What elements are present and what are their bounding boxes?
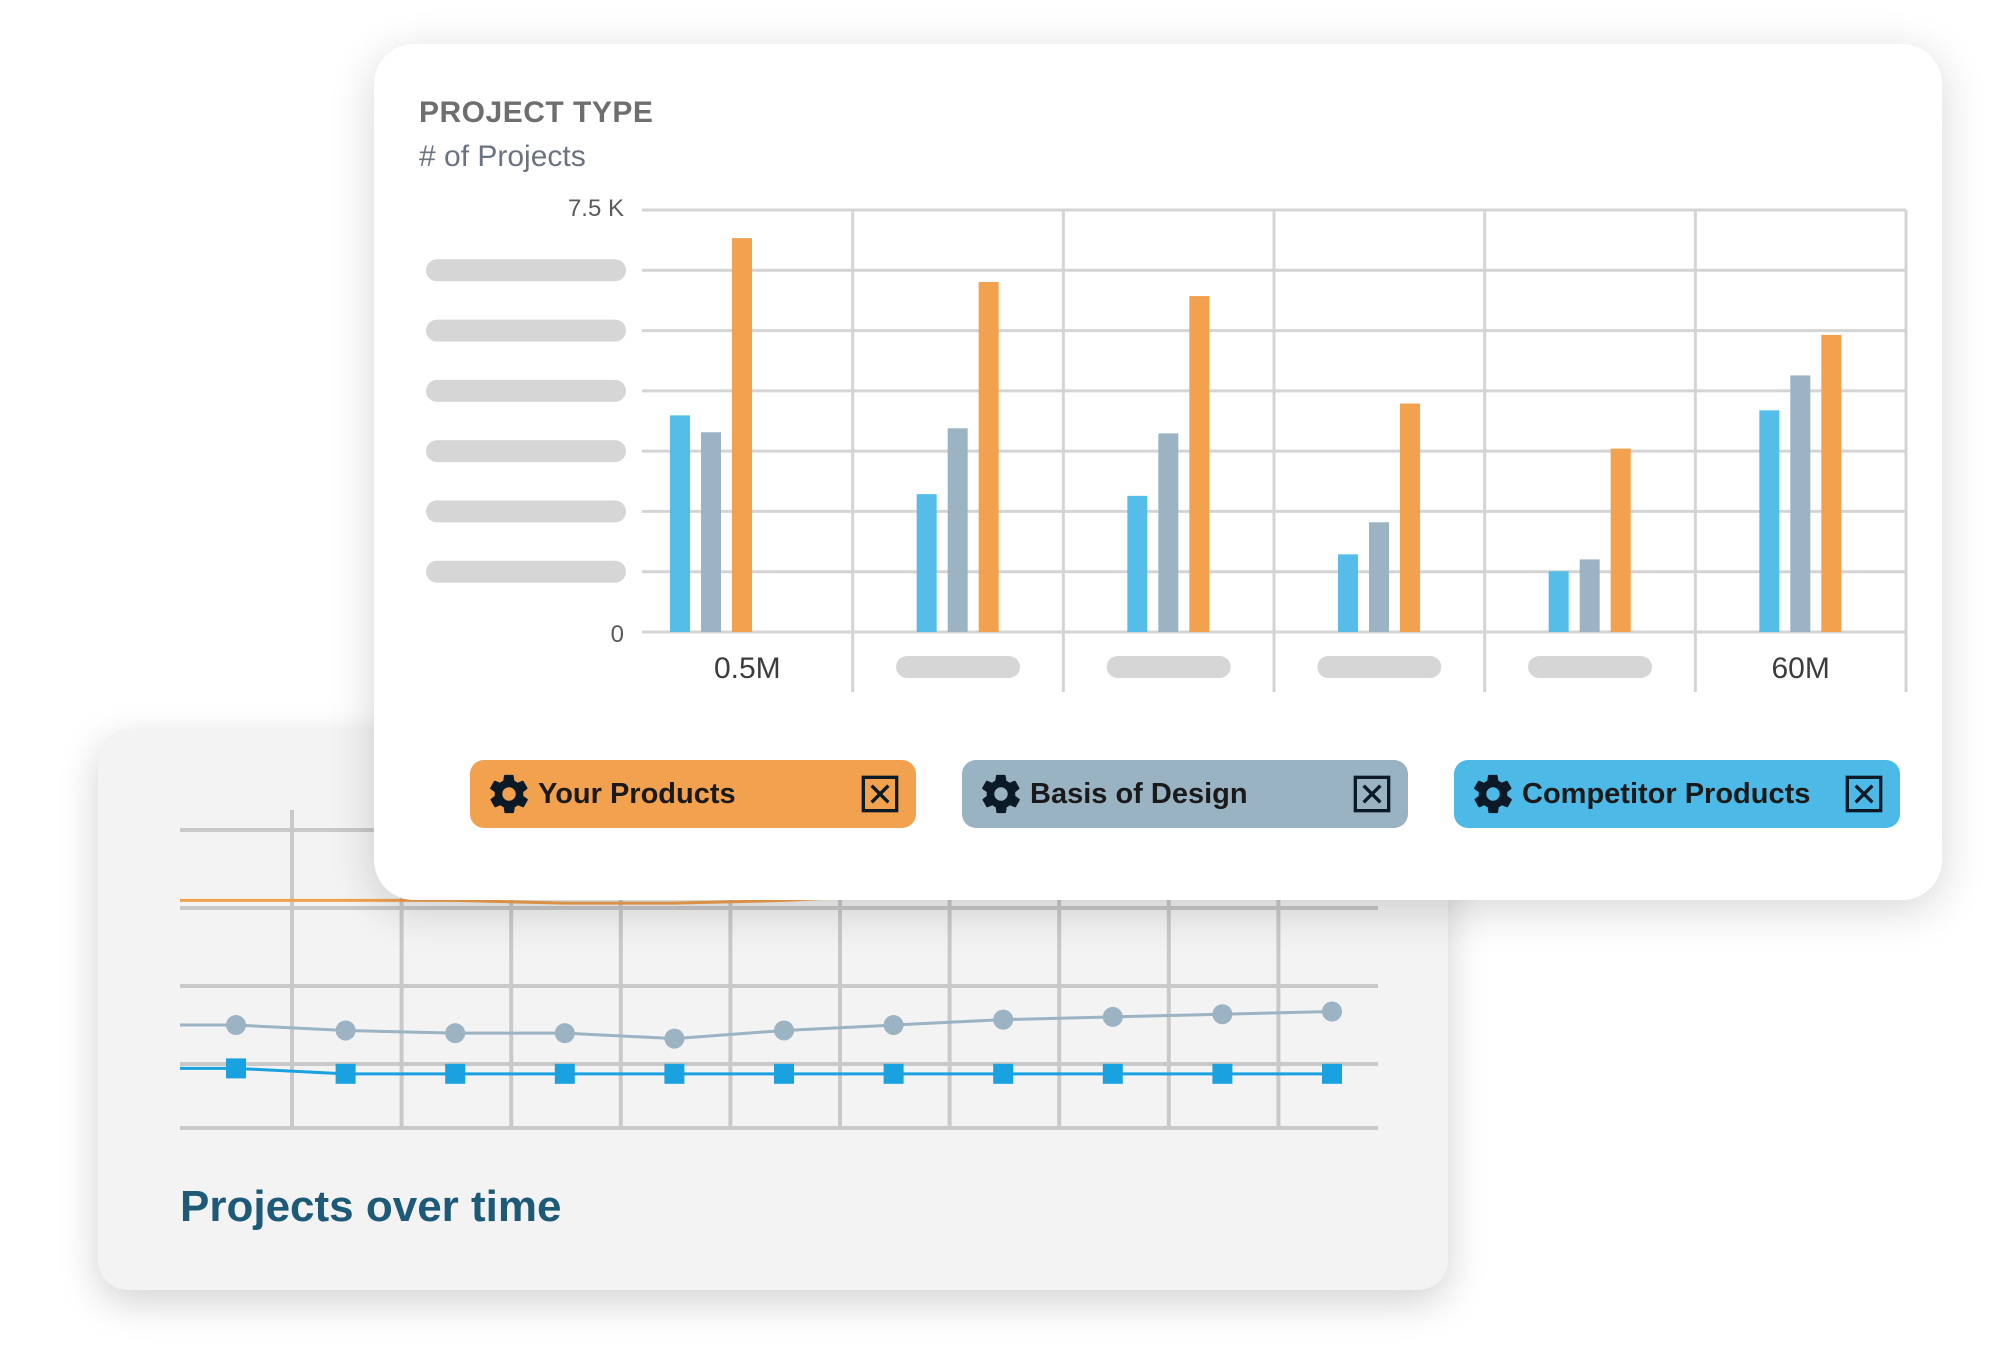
bar-your-products <box>1610 448 1631 632</box>
x-tick-label-placeholder <box>1317 656 1442 678</box>
y-tick-label: 7.5 K <box>568 195 624 222</box>
line-point-basis-of-design <box>883 1015 904 1036</box>
gear-icon <box>982 774 1020 814</box>
bar-competitor-products <box>1127 495 1148 632</box>
chart-subtitle: # of Projects <box>419 140 586 173</box>
line-point-competitor-products <box>774 1063 794 1084</box>
legend-item-competitor-products[interactable]: Competitor Products <box>1454 760 1900 828</box>
legend-label-competitor-products: Competitor Products <box>1522 777 1811 810</box>
legend-label-your-products: Your Products <box>538 777 736 810</box>
bar-competitor-products <box>916 494 937 632</box>
chart-title: PROJECT TYPE <box>419 96 654 129</box>
line-point-competitor-products <box>335 1063 356 1084</box>
y-axis-label-placeholder <box>426 259 626 282</box>
project-type-bar-chart: 0 7.5 K 0.5M 60M <box>426 195 1908 692</box>
bar-your-products <box>732 238 752 632</box>
line-point-basis-of-design <box>1102 1006 1123 1027</box>
line-point-basis-of-design <box>554 1023 575 1044</box>
bar-basis-of-design <box>701 432 721 632</box>
y-tick-label: 0 <box>611 621 624 648</box>
line-point-competitor-products <box>1212 1063 1233 1084</box>
bar-basis-of-design <box>1369 522 1389 632</box>
line-point-competitor-products <box>1322 1063 1342 1084</box>
line-point-basis-of-design <box>1212 1004 1233 1025</box>
project-type-card: PROJECT TYPE # of Projects 0 7.5 K 0.5M 60M… <box>374 44 1942 900</box>
line-point-competitor-products <box>993 1063 1014 1084</box>
bar-competitor-products <box>1548 571 1569 632</box>
line-point-competitor-products <box>664 1063 685 1084</box>
line-point-basis-of-design <box>774 1020 794 1041</box>
x-tick-label: 60M <box>1771 652 1829 685</box>
legend-label-basis-of-design: Basis of Design <box>1030 777 1248 810</box>
line-point-competitor-products <box>554 1063 575 1084</box>
line-point-basis-of-design <box>993 1009 1014 1030</box>
line-point-competitor-products <box>1102 1063 1123 1084</box>
legend-item-basis-of-design[interactable]: Basis of Design <box>962 760 1408 828</box>
bar-your-products <box>1821 334 1842 632</box>
bar-competitor-products <box>1759 410 1780 632</box>
x-tick-label: 0.5M <box>714 652 781 685</box>
bar-basis-of-design <box>1158 433 1179 632</box>
gear-icon <box>1474 774 1512 814</box>
line-point-competitor-products <box>445 1063 466 1084</box>
bar-competitor-products <box>1338 554 1358 632</box>
y-axis-label-placeholder <box>426 319 626 342</box>
line-point-basis-of-design <box>335 1020 356 1041</box>
line-point-basis-of-design <box>1322 1001 1342 1022</box>
y-axis-label-placeholder <box>426 500 626 523</box>
line-point-basis-of-design <box>226 1015 246 1036</box>
bar-your-products <box>978 282 999 632</box>
close-box-icon[interactable] <box>860 774 900 814</box>
line-competitor-products <box>180 1066 1332 1076</box>
legend-item-your-products[interactable]: Your Products <box>470 760 916 828</box>
close-box-icon[interactable] <box>1352 774 1392 814</box>
line-basis-of-design <box>180 1010 1333 1041</box>
x-tick-label-placeholder <box>896 656 1020 678</box>
line-point-competitor-products <box>883 1063 904 1084</box>
bar-your-products <box>1189 296 1210 632</box>
projects-over-time-title: Projects over time <box>180 1182 562 1231</box>
bar-basis-of-design <box>947 428 968 632</box>
close-box-icon[interactable] <box>1844 774 1884 814</box>
x-tick-label-placeholder <box>1106 656 1231 678</box>
y-axis-label-placeholder <box>426 440 626 463</box>
x-tick-label-placeholder <box>1528 656 1652 678</box>
bar-basis-of-design <box>1790 375 1811 632</box>
y-axis-label-placeholder <box>426 560 626 583</box>
y-axis-label-placeholder <box>426 379 626 402</box>
bar-basis-of-design <box>1579 559 1600 632</box>
line-point-competitor-products <box>226 1058 246 1079</box>
line-point-basis-of-design <box>664 1028 685 1049</box>
gear-icon <box>490 774 528 814</box>
bar-your-products <box>1400 403 1420 632</box>
bar-competitor-products <box>670 415 690 632</box>
line-point-basis-of-design <box>445 1023 466 1044</box>
